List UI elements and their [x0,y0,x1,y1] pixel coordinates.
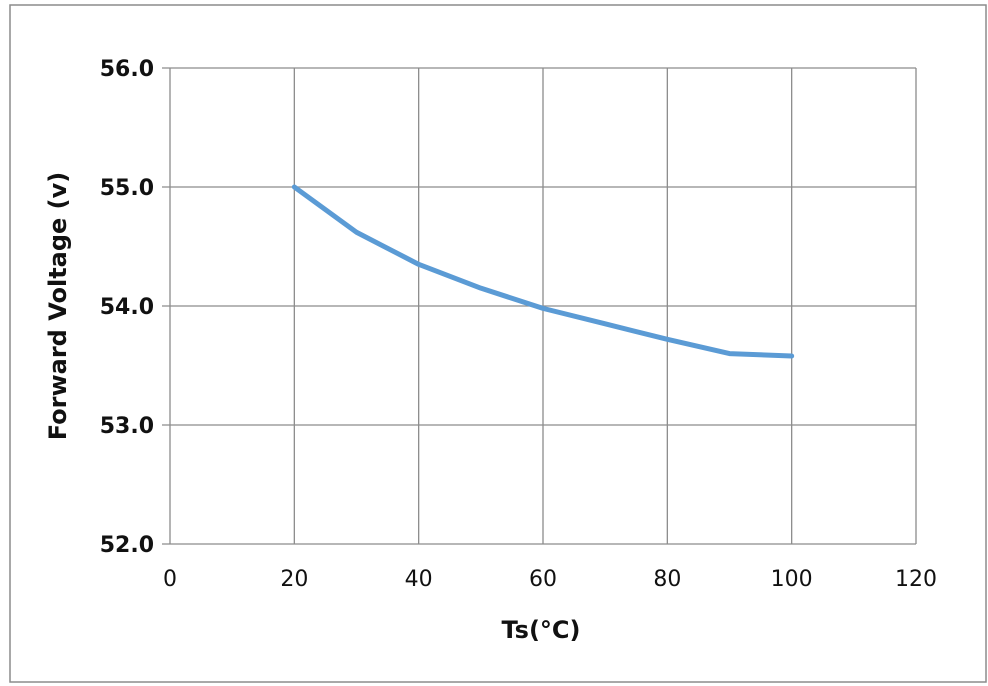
chart-border [9,4,987,683]
y-tick-labels: 52.0 53.0 54.0 55.0 56.0 [100,57,154,558]
x-tick-label: 120 [895,567,937,592]
x-axis-title: Ts(°C) [501,616,580,644]
x-tick-label: 40 [405,567,433,592]
x-tick-label: 60 [529,567,557,592]
y-tick-label: 56.0 [100,57,154,82]
x-tick-label: 0 [163,567,177,592]
y-axis-title: Forward Voltage (v) [44,172,72,441]
series-layer [291,184,795,359]
series-line [291,184,795,359]
grid [162,67,917,545]
y-tick-label: 52.0 [100,533,154,558]
y-tick-label: 54.0 [100,295,154,320]
y-tick-label: 53.0 [100,414,154,439]
x-tick-label: 80 [653,567,681,592]
x-tick-label: 20 [280,567,308,592]
y-tick-label: 55.0 [100,176,154,201]
x-tick-labels: 0 20 40 60 80 100 120 [163,567,937,592]
x-tick-label: 100 [771,567,813,592]
